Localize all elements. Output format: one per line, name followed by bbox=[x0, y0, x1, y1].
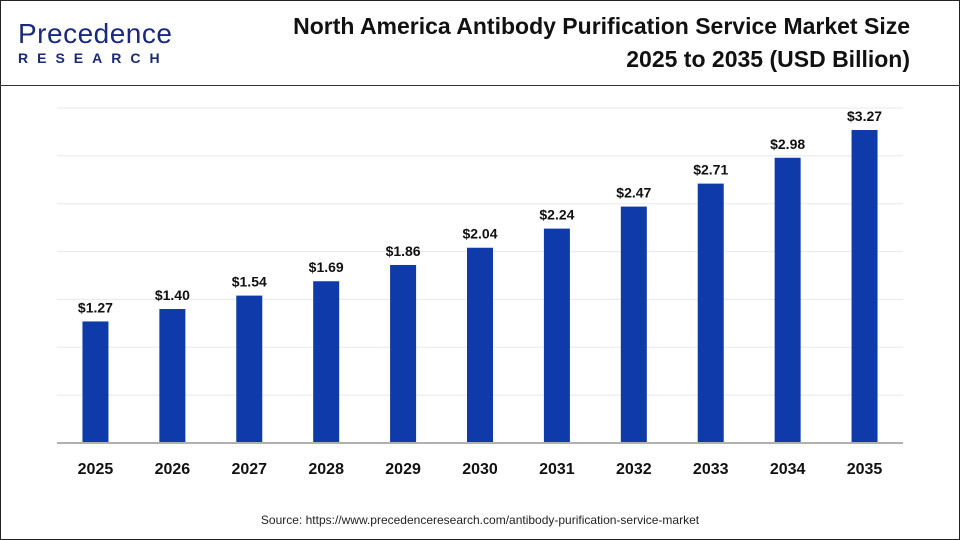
x-tick-label: 2033 bbox=[693, 461, 729, 478]
x-tick-label: 2029 bbox=[385, 461, 421, 478]
bar-2028 bbox=[313, 281, 340, 443]
data-label: $2.04 bbox=[462, 226, 497, 242]
data-label: $2.24 bbox=[539, 207, 574, 223]
bar-2031 bbox=[543, 228, 570, 443]
bar-2026 bbox=[159, 309, 186, 443]
data-label: $1.54 bbox=[232, 274, 267, 290]
bar-2027 bbox=[236, 295, 263, 443]
data-label: $1.86 bbox=[386, 243, 421, 259]
data-label: $2.71 bbox=[693, 162, 728, 178]
x-tick-label: 2031 bbox=[539, 461, 575, 478]
chart-title: North America Antibody Purification Serv… bbox=[200, 10, 910, 76]
x-tick-label: 2035 bbox=[847, 461, 883, 478]
title-line-1: North America Antibody Purification Serv… bbox=[293, 13, 910, 39]
data-label: $2.47 bbox=[616, 185, 651, 201]
x-tick-label: 2026 bbox=[155, 461, 191, 478]
x-tick-label: 2030 bbox=[462, 461, 498, 478]
x-tick-label: 2032 bbox=[616, 461, 652, 478]
title-line-2: 2025 to 2035 (USD Billion) bbox=[626, 46, 910, 72]
x-tick-label: 2025 bbox=[78, 461, 114, 478]
bar-2029 bbox=[390, 264, 417, 443]
logo-text-bottom: RESEARCH bbox=[18, 50, 169, 66]
data-label: $1.40 bbox=[155, 287, 190, 303]
data-label: $1.27 bbox=[78, 299, 113, 315]
logo-text-top: Precedence bbox=[18, 18, 173, 49]
bar-2035 bbox=[851, 130, 878, 443]
x-tick-label: 2034 bbox=[770, 461, 806, 478]
header-divider bbox=[0, 85, 960, 86]
logo: Precedence RESEARCH bbox=[18, 18, 173, 67]
data-label: $1.69 bbox=[309, 259, 344, 275]
data-label: $3.27 bbox=[847, 108, 882, 124]
source-text: Source: https://www.precedenceresearch.c… bbox=[260, 513, 700, 527]
bar-2033 bbox=[697, 183, 724, 443]
data-label: $2.98 bbox=[770, 136, 805, 152]
bar-2025 bbox=[82, 321, 109, 443]
bar-2032 bbox=[620, 206, 647, 443]
x-tick-label: 2027 bbox=[231, 461, 267, 478]
bar-2034 bbox=[774, 157, 801, 443]
x-tick-label: 2028 bbox=[308, 461, 344, 478]
bar-2030 bbox=[467, 247, 493, 443]
